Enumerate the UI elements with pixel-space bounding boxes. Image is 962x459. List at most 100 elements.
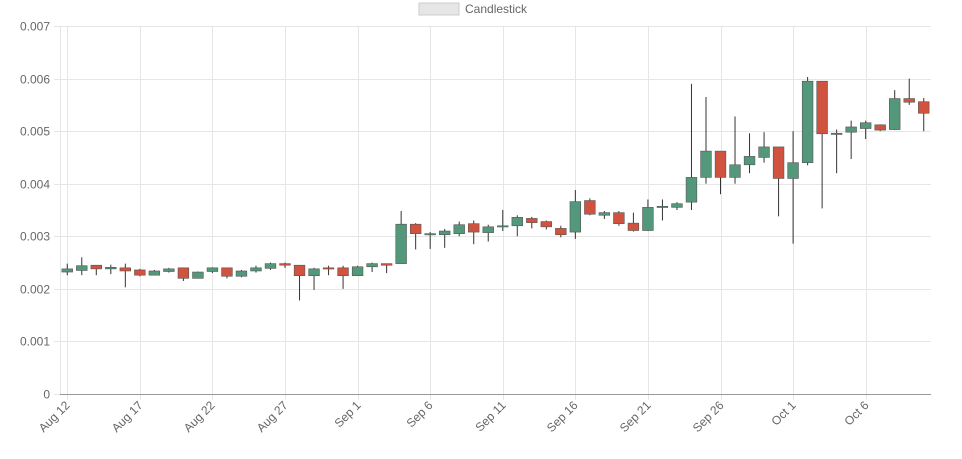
candle-body [874, 124, 886, 131]
candle-body [119, 267, 131, 272]
candle-body [714, 150, 727, 178]
candle[interactable] [221, 267, 233, 279]
candle[interactable] [76, 257, 88, 276]
candle[interactable] [874, 124, 886, 132]
candle-body [395, 223, 407, 264]
candle[interactable] [540, 220, 552, 230]
candle-body [235, 270, 248, 277]
candle-body [743, 156, 756, 166]
candle[interactable] [526, 216, 538, 229]
candle[interactable] [787, 131, 799, 244]
candle-body [671, 203, 683, 208]
candle-body [264, 263, 277, 269]
candle-body [526, 218, 538, 223]
candle[interactable] [555, 225, 567, 238]
y-tick-label: 0.005 [20, 125, 50, 139]
candle[interactable] [497, 210, 509, 232]
candle[interactable] [627, 212, 640, 232]
candle-body [163, 268, 175, 272]
candle[interactable] [235, 269, 248, 278]
candle-body [148, 270, 161, 276]
candle[interactable] [351, 265, 364, 277]
candle-body [366, 263, 378, 268]
candle[interactable] [192, 271, 204, 279]
candle-body [497, 225, 509, 228]
candle-body [845, 126, 857, 133]
candle[interactable] [468, 220, 480, 245]
x-tick-label: Sep 21 [617, 398, 654, 435]
candle[interactable] [569, 190, 582, 239]
candle[interactable] [729, 116, 741, 184]
candle-body [642, 207, 654, 231]
candle[interactable] [177, 267, 190, 281]
candle-body [61, 268, 73, 273]
candle[interactable] [758, 132, 770, 163]
y-tick-label: 0 [43, 388, 50, 402]
candle[interactable] [119, 263, 131, 288]
candle[interactable] [830, 129, 843, 174]
candle[interactable] [656, 199, 669, 221]
candle[interactable] [816, 80, 828, 209]
candle[interactable] [308, 267, 320, 290]
candle[interactable] [642, 199, 654, 232]
candle[interactable] [250, 265, 262, 273]
candle[interactable] [395, 211, 407, 264]
candle[interactable] [772, 146, 785, 217]
candle-body [613, 212, 625, 224]
candle[interactable] [105, 264, 117, 275]
candle[interactable] [801, 76, 814, 166]
candle[interactable] [134, 268, 146, 277]
axes [60, 26, 931, 395]
x-tick-label: Oct 6 [841, 398, 871, 428]
candle[interactable] [439, 228, 451, 248]
candle[interactable] [322, 265, 335, 276]
candle[interactable] [860, 120, 872, 140]
candle[interactable] [889, 90, 901, 131]
candle[interactable] [700, 96, 712, 184]
candle[interactable] [264, 262, 277, 270]
candle-body [380, 263, 393, 266]
candle[interactable] [482, 224, 494, 242]
candle[interactable] [685, 83, 698, 210]
legend[interactable]: Candlestick [418, 2, 528, 16]
candle[interactable] [366, 262, 378, 273]
candle-body [221, 267, 233, 277]
candle-body [816, 80, 828, 135]
candle-body [337, 267, 349, 277]
candle[interactable] [409, 223, 422, 250]
x-tick-label: Sep 11 [472, 398, 508, 434]
candle[interactable] [598, 211, 611, 219]
candle[interactable] [714, 150, 727, 195]
legend-label: Candlestick [465, 2, 528, 16]
candle-body [903, 98, 915, 103]
candle-body [555, 228, 567, 236]
candle-body [830, 132, 843, 135]
candle-body [134, 269, 146, 276]
grid [54, 26, 931, 400]
candle-body [279, 263, 291, 266]
candle[interactable] [671, 202, 683, 210]
candle[interactable] [61, 263, 73, 276]
candle[interactable] [845, 120, 857, 160]
candle[interactable] [424, 232, 436, 249]
y-axis-ticks: 0 0.001 0.002 0.003 0.004 0.005 0.006 0.007 [20, 20, 50, 402]
candle[interactable] [380, 263, 393, 274]
candle[interactable] [613, 211, 625, 226]
candle[interactable] [279, 262, 291, 268]
candle[interactable] [163, 267, 175, 273]
candle[interactable] [453, 221, 465, 237]
x-tick-label: Aug 12 [36, 398, 73, 435]
candle[interactable] [511, 215, 523, 237]
candle[interactable] [293, 264, 306, 301]
candle[interactable] [206, 267, 219, 274]
candle[interactable] [903, 78, 915, 105]
candle[interactable] [148, 269, 161, 276]
candle[interactable] [918, 98, 930, 132]
candle-body [801, 80, 814, 163]
candle-body [787, 162, 799, 179]
candle[interactable] [584, 198, 596, 216]
candle[interactable] [743, 133, 756, 174]
candle-body [177, 267, 190, 279]
candle[interactable] [90, 264, 102, 276]
candle[interactable] [337, 265, 349, 289]
